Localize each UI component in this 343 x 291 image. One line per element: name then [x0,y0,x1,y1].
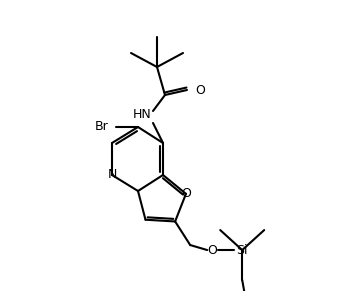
Text: Si: Si [236,244,248,257]
Text: N: N [107,168,117,182]
Text: HN: HN [132,109,151,122]
Text: O: O [181,187,191,200]
Text: O: O [207,244,217,257]
Text: Br: Br [94,120,108,134]
Text: O: O [195,84,205,97]
